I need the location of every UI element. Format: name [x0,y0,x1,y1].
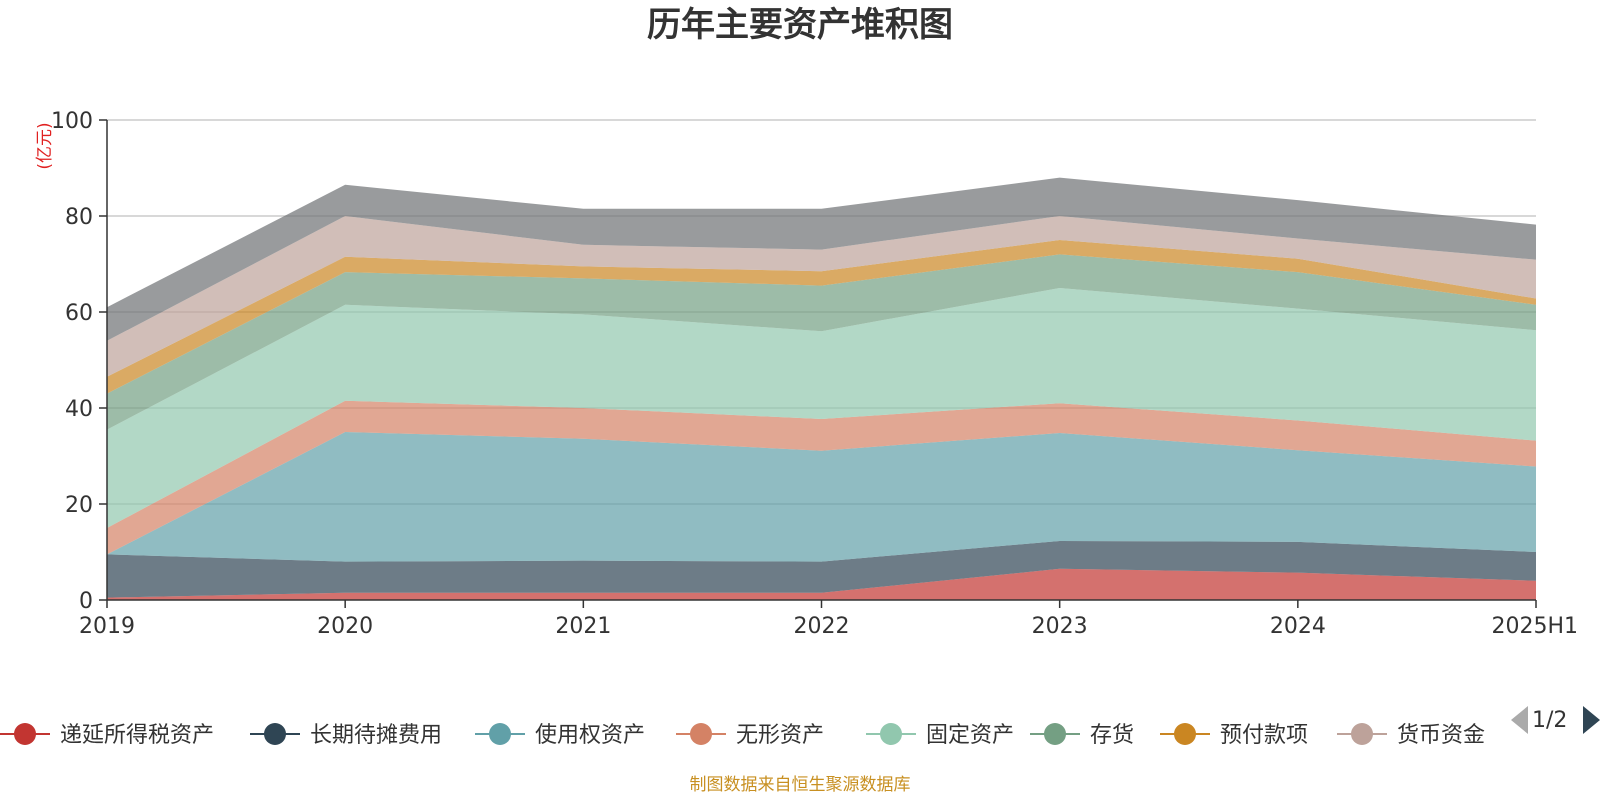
area-series [107,177,1536,341]
legend-label: 预付款项 [1220,723,1308,748]
legend-marker-icon [1351,723,1373,745]
legend-label: 长期待摊费用 [310,723,442,748]
legend-item[interactable]: 使用权资产 [475,723,645,748]
legend: 递延所得税资产 长期待摊费用 使用权资产 无形资产 固定资产 存货 预付款项 货币资金 [0,723,1485,748]
legend-item[interactable]: 预付款项 [1160,723,1308,748]
legend-label: 无形资产 [736,723,824,748]
x-tick-label: 2023 [1032,614,1088,639]
legend-item[interactable]: 长期待摊费用 [250,723,442,748]
y-tick-label: 0 [79,589,93,614]
legend-label: 递延所得税资产 [60,723,214,748]
x-tick-label: 2022 [794,614,850,639]
legend-label: 固定资产 [926,723,1014,748]
x-tick-label: 2020 [317,614,373,639]
legend-item[interactable]: 存货 [1030,723,1134,748]
y-tick-label: 100 [51,109,93,134]
area-series [107,254,1536,430]
area-series [107,288,1536,528]
legend-pager: 1/2 [1511,706,1600,734]
y-tick-label: 40 [65,397,93,422]
legend-page-indicator: 1/2 [1532,708,1567,733]
legend-item[interactable]: 货币资金 [1337,723,1485,748]
y-tick-label: 80 [65,205,93,230]
legend-item[interactable]: 无形资产 [676,723,824,748]
area-series [107,432,1536,562]
area-series [107,568,1536,600]
legend-label: 存货 [1090,723,1134,748]
area-series-group [107,177,1536,600]
legend-item[interactable]: 递延所得税资产 [0,723,214,748]
legend-marker-icon [1174,723,1196,745]
x-tick-label: 2024 [1270,614,1326,639]
area-series [107,540,1536,598]
grid-lines: 0 20 40 60 80 100 [51,109,1536,614]
legend-label: 货币资金 [1397,723,1485,748]
area-series [107,400,1536,555]
legend-prev-page-icon[interactable] [1511,706,1528,734]
y-tick-label: 20 [65,493,93,518]
y-axis-unit: (亿元) [35,122,55,169]
legend-marker-icon [489,723,511,745]
legend-marker-icon [264,723,286,745]
legend-next-page-icon[interactable] [1583,706,1600,734]
legend-label: 使用权资产 [535,723,645,748]
axes: 2019 2020 2021 2022 2023 2024 2025H1 [79,119,1578,639]
legend-marker-icon [880,723,902,745]
legend-marker-icon [1044,723,1066,745]
legend-item[interactable]: 固定资产 [866,723,1014,748]
legend-marker-icon [690,723,712,745]
x-tick-label: 2021 [555,614,611,639]
area-series [107,216,1536,377]
x-tick-label: 2025H1 [1491,614,1578,639]
x-tick-label: 2019 [79,614,135,639]
chart-title: 历年主要资产堆积图 [647,5,953,45]
y-tick-label: 60 [65,301,93,326]
legend-marker-icon [14,723,36,745]
source-note: 制图数据来自恒生聚源数据库 [690,775,911,795]
